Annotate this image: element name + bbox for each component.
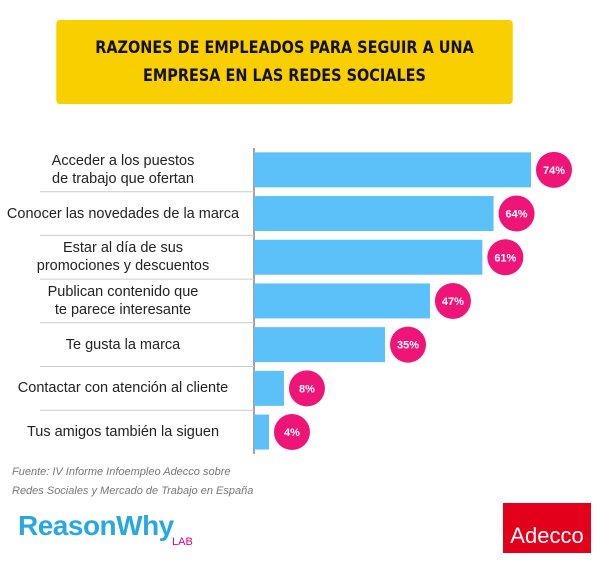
value-label: 4% bbox=[284, 427, 300, 439]
bar bbox=[254, 283, 430, 319]
category-label: Acceder a los puestos de trabajo que ofe… bbox=[51, 152, 195, 187]
category-label: Publican contenido que te parece interes… bbox=[47, 283, 199, 318]
value-label: 8% bbox=[299, 383, 315, 395]
category-label: Te gusta la marca bbox=[65, 336, 181, 353]
label-badge bbox=[390, 326, 427, 363]
value-label: 61% bbox=[494, 252, 516, 264]
value-label: 35% bbox=[397, 340, 419, 352]
label-badge bbox=[273, 414, 310, 451]
label-badge bbox=[487, 239, 524, 276]
logo: ReasonWhy bbox=[18, 510, 174, 541]
label-badge bbox=[536, 151, 572, 188]
source: Redes Sociales y Mercado de Trabajo en E… bbox=[12, 485, 254, 497]
category-label: Tus amigos también la siguen bbox=[26, 424, 220, 441]
logo-sub: LAB bbox=[172, 536, 193, 548]
chart-title: RAZONES DE EMPLEADOS PARA SEGUIR A UNA E… bbox=[56, 20, 513, 104]
label-badge bbox=[288, 370, 325, 407]
value-label: 47% bbox=[442, 296, 464, 308]
bar bbox=[254, 239, 483, 275]
value-label: 64% bbox=[506, 209, 528, 221]
bar bbox=[254, 196, 494, 232]
bar bbox=[254, 414, 269, 450]
source: Fuente: IV Informe Infoempleo Adecco sob… bbox=[12, 466, 231, 478]
value-label: 74% bbox=[543, 165, 565, 177]
label-badge bbox=[498, 195, 535, 232]
logo: Adecco bbox=[503, 503, 591, 553]
bar bbox=[254, 152, 531, 188]
label-badge bbox=[434, 282, 471, 319]
category-label: Conocer las novedades de la marca bbox=[6, 205, 240, 222]
bar bbox=[254, 327, 386, 363]
category-label: Contactar con atención al cliente bbox=[17, 380, 229, 397]
category-label: Estar al día de sus promociones y descue… bbox=[36, 240, 210, 275]
bar bbox=[254, 370, 284, 406]
